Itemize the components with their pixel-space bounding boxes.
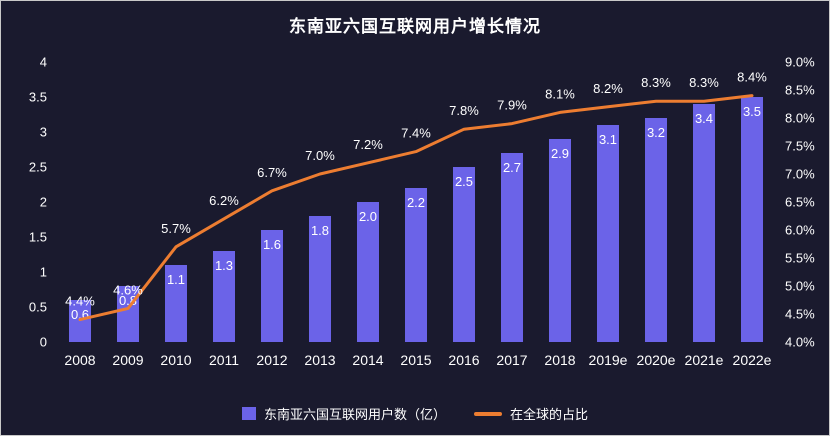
left-axis-tick: 2.5 bbox=[29, 160, 47, 175]
bar-2014 bbox=[357, 202, 379, 342]
line-value-label: 8.3% bbox=[689, 75, 719, 90]
line-value-label: 8.2% bbox=[593, 81, 623, 96]
line-value-label: 4.4% bbox=[65, 294, 95, 309]
bar-2019e bbox=[597, 125, 619, 342]
x-axis-label: 2011 bbox=[209, 352, 239, 368]
bar-value-label: 1.6 bbox=[263, 237, 281, 252]
line-value-label: 8.1% bbox=[545, 86, 575, 101]
right-axis-tick: 6.0% bbox=[785, 223, 815, 238]
right-axis-tick: 4.5% bbox=[785, 307, 815, 322]
chart-legend: 东南亚六国互联网用户数（亿） 在全球的占比 bbox=[1, 404, 829, 423]
bar-value-label: 3.5 bbox=[743, 104, 761, 119]
right-axis-tick: 4.0% bbox=[785, 335, 815, 350]
line-value-label: 5.7% bbox=[161, 221, 191, 236]
right-axis-tick: 6.5% bbox=[785, 195, 815, 210]
left-axis-tick: 1.5 bbox=[29, 230, 47, 245]
x-axis-label: 2020e bbox=[637, 352, 676, 368]
line-series-label: 在全球的占比 bbox=[510, 407, 589, 422]
bar-series-label: 东南亚六国互联网用户数（亿） bbox=[263, 407, 446, 422]
bar-value-label: 1.1 bbox=[167, 272, 185, 287]
x-axis-label: 2016 bbox=[448, 352, 479, 368]
line-value-label: 7.4% bbox=[401, 126, 431, 141]
bar-value-label: 2.0 bbox=[359, 209, 377, 224]
line-value-label: 8.4% bbox=[737, 70, 767, 85]
left-axis-tick: 0 bbox=[40, 335, 47, 350]
x-axis-label: 2008 bbox=[64, 352, 95, 368]
chart-title: 东南亚六国互联网用户增长情况 bbox=[289, 17, 541, 36]
bar-value-label: 2.9 bbox=[551, 146, 569, 161]
bar-2018 bbox=[549, 139, 571, 342]
bar-value-label: 1.3 bbox=[215, 258, 233, 273]
x-axis-label: 2013 bbox=[304, 352, 335, 368]
x-axis-label: 2021e bbox=[685, 352, 724, 368]
line-series-swatch bbox=[474, 411, 502, 416]
x-axis-label: 2010 bbox=[160, 352, 191, 368]
line-value-label: 8.3% bbox=[641, 75, 671, 90]
bar-value-label: 1.8 bbox=[311, 223, 329, 238]
right-axis-tick: 5.0% bbox=[785, 279, 815, 294]
bar-2022e bbox=[741, 97, 763, 342]
bar-value-label: 3.1 bbox=[599, 132, 617, 147]
x-axis-label: 2009 bbox=[112, 352, 143, 368]
right-axis-tick: 9.0% bbox=[785, 55, 815, 70]
legend-item-bars: 东南亚六国互联网用户数（亿） bbox=[241, 404, 446, 423]
bar-2021e bbox=[693, 104, 715, 342]
right-axis-tick: 7.5% bbox=[785, 139, 815, 154]
bar-2015 bbox=[405, 188, 427, 342]
x-axis-label: 2014 bbox=[352, 352, 383, 368]
bar-2011 bbox=[213, 251, 235, 342]
line-value-label: 4.6% bbox=[113, 282, 143, 297]
line-series bbox=[78, 94, 754, 322]
right-axis-tick: 8.5% bbox=[785, 83, 815, 98]
line-value-label: 7.2% bbox=[353, 137, 383, 152]
legend-item-line: 在全球的占比 bbox=[474, 404, 588, 423]
left-axis-tick: 3 bbox=[40, 125, 47, 140]
right-axis-tick: 7.0% bbox=[785, 167, 815, 182]
bar-value-label: 3.2 bbox=[647, 125, 665, 140]
chart-svg: 0 0.5 1 1.5 2 2.5 3 3.5 4 4.0% 4.5% 5.0% 5.5% 6.0% 6.5… bbox=[29, 55, 815, 369]
x-axis-label: 2012 bbox=[256, 352, 287, 368]
left-axis-tick: 4 bbox=[40, 55, 47, 70]
bar-2013 bbox=[309, 216, 331, 342]
bar-series-swatch bbox=[241, 407, 256, 420]
bar-value-label: 2.2 bbox=[407, 195, 425, 210]
bar-2020e bbox=[645, 118, 667, 342]
bar-2010 bbox=[165, 265, 187, 342]
bar-2012 bbox=[261, 230, 283, 342]
x-axis-label: 2017 bbox=[496, 352, 527, 368]
x-axis-label: 2022e bbox=[733, 352, 772, 368]
bar-2016 bbox=[453, 167, 475, 342]
line-value-label: 6.7% bbox=[257, 165, 287, 180]
left-axis-tick: 3.5 bbox=[29, 90, 47, 105]
left-axis-tick: 0.5 bbox=[29, 300, 47, 315]
x-axis-label: 2015 bbox=[400, 352, 431, 368]
right-axis-tick: 8.0% bbox=[785, 111, 815, 126]
line-value-label: 7.8% bbox=[449, 103, 479, 118]
bar-value-label: 2.5 bbox=[455, 174, 473, 189]
bar-2017 bbox=[501, 153, 523, 342]
bar-value-label: 2.7 bbox=[503, 160, 521, 175]
bar-value-label: 3.4 bbox=[695, 111, 713, 126]
left-axis-tick: 2 bbox=[40, 195, 47, 210]
line-value-label: 7.0% bbox=[305, 148, 335, 163]
left-axis-tick: 1 bbox=[40, 265, 47, 280]
line-value-label: 6.2% bbox=[209, 193, 239, 208]
x-axis-label: 2018 bbox=[544, 352, 575, 368]
right-axis-tick: 5.5% bbox=[785, 251, 815, 266]
line-value-label: 7.9% bbox=[497, 98, 527, 113]
x-axis-label: 2019e bbox=[589, 352, 628, 368]
